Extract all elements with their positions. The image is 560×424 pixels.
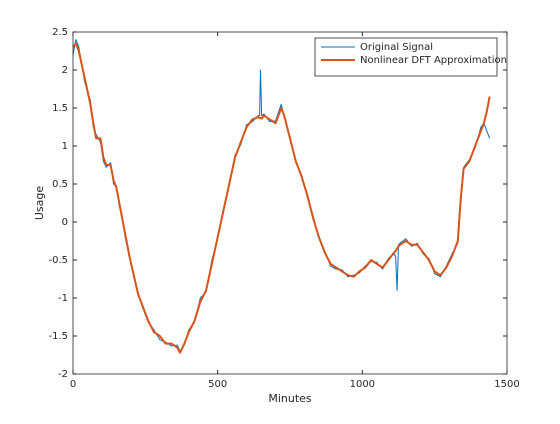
plot-area <box>73 32 507 374</box>
legend-box <box>314 37 498 77</box>
series-line <box>72 42 491 354</box>
y-tick-label: 2 <box>62 65 68 76</box>
y-tick-label: -1 <box>58 293 68 304</box>
legend-label: Original Signal <box>360 42 433 53</box>
x-tick-label: 500 <box>208 379 227 390</box>
x-tick-label: 0 <box>70 379 76 390</box>
y-axis-label: Usage <box>33 186 46 221</box>
y-tick-label: -1.5 <box>48 331 68 342</box>
y-tick-label: 1.5 <box>52 103 68 114</box>
y-tick-label: 0 <box>62 217 68 228</box>
x-tick-label: 1000 <box>350 379 375 390</box>
legend-label: Nonlinear DFT Approximation <box>360 55 507 66</box>
x-axis-label: Minutes <box>268 392 312 405</box>
axes-box <box>72 31 508 375</box>
y-tick-label: -0.5 <box>48 255 68 266</box>
x-tick-label: 1500 <box>494 379 519 390</box>
y-tick-label: 2.5 <box>52 27 68 38</box>
y-tick-label: 1 <box>62 141 68 152</box>
y-tick-label: 0.5 <box>52 179 68 190</box>
y-tick-label: -2 <box>58 369 68 380</box>
